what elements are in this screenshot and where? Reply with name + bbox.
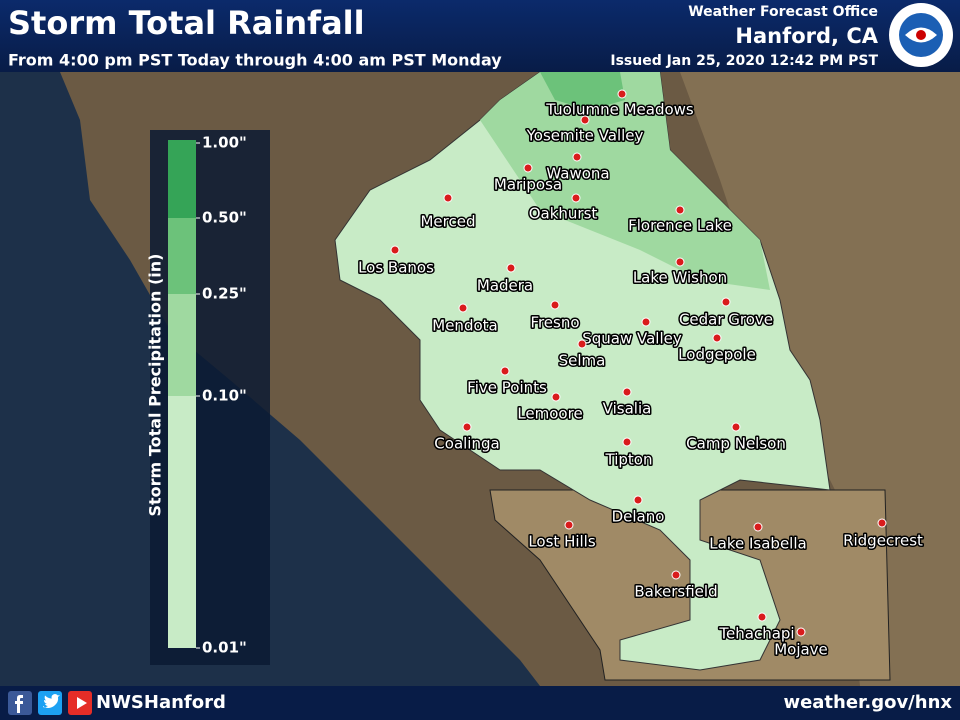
city-marker	[796, 627, 806, 637]
city-label: Cedar Grove	[679, 311, 773, 329]
city-label: Lodgepole	[678, 346, 756, 364]
city-marker	[390, 245, 400, 255]
city-marker	[443, 193, 453, 203]
city-label: Mariposa	[494, 176, 562, 194]
city-label: Lemoore	[517, 405, 582, 423]
legend-band	[168, 143, 196, 218]
legend: 1.00" 0.50" 0.25" 0.10" 0.01"	[168, 134, 247, 657]
city-marker	[550, 300, 560, 310]
city-marker	[633, 495, 643, 505]
legend-tick-label: 0.10"	[202, 387, 247, 405]
city-marker	[671, 570, 681, 580]
desert	[680, 72, 960, 686]
city-label: Madera	[477, 277, 533, 295]
city-label: Visalia	[603, 400, 652, 418]
city-label: Lost Hills	[528, 533, 596, 551]
legend-band	[168, 294, 196, 396]
legend-band	[168, 218, 196, 294]
ocean	[0, 72, 540, 686]
city-marker	[641, 317, 651, 327]
city-marker	[721, 297, 731, 307]
issued: Issued Jan 25, 2020 12:42 PM PST	[610, 53, 878, 69]
city-label: Fresno	[530, 314, 579, 332]
legend-tick-label: 1.00"	[202, 134, 247, 152]
city-label: Lake Wishon	[633, 269, 727, 287]
city-marker	[622, 387, 632, 397]
location: Hanford, CA	[735, 24, 878, 48]
city-marker	[462, 422, 472, 432]
city-label: Oakhurst	[529, 205, 598, 223]
footer-handle: NWSHanford	[96, 692, 226, 713]
cities: Tuolumne Meadows Yosemite Valley MariposaW…	[357, 89, 925, 660]
footer-url: weather.gov/hnx	[783, 692, 952, 713]
nws-logo	[889, 3, 953, 67]
city-label: Mojave	[774, 641, 828, 659]
legend-tick-label: 0.50"	[202, 209, 247, 227]
city-marker	[617, 89, 627, 99]
legend-tick-label: 0.25"	[202, 285, 247, 303]
city-label: Yosemite Valley	[526, 127, 644, 145]
city-label: Merced	[420, 213, 475, 231]
city-label: Bakersfield	[634, 583, 717, 601]
legend-title: Storm Total Precipitation (in)	[146, 254, 165, 517]
city-marker	[572, 152, 582, 162]
rain-area-heavy	[540, 72, 625, 110]
city-label: Ridgecrest	[843, 532, 923, 550]
city-marker	[577, 339, 587, 349]
city-label: Selma	[559, 352, 606, 370]
city-marker	[580, 115, 590, 125]
city-label: Tipton	[605, 451, 653, 469]
footer-bar	[0, 686, 960, 720]
city-label: Squaw Valley	[582, 330, 682, 348]
city-marker	[523, 163, 533, 173]
city-label: Florence Lake	[628, 217, 732, 235]
city-label: Coalinga	[434, 435, 499, 453]
city-marker	[458, 303, 468, 313]
city-marker	[757, 612, 767, 622]
city-label: Five Points	[467, 379, 547, 397]
city-marker	[675, 205, 685, 215]
city-label: Tuolumne Meadows	[545, 101, 694, 119]
city-label: Wawona	[546, 165, 609, 183]
city-marker	[564, 520, 574, 530]
city-marker	[877, 518, 887, 528]
social-icons[interactable]	[8, 691, 92, 715]
city-marker	[753, 522, 763, 532]
city-marker	[500, 366, 510, 376]
city-label: Tehachapi	[718, 625, 794, 643]
city-marker	[506, 263, 516, 273]
office: Weather Forecast Office	[688, 4, 878, 20]
rain-area-mid	[480, 72, 770, 290]
city-label: Lake Isabella	[709, 535, 806, 553]
title: Storm Total Rainfall	[8, 4, 365, 42]
city-marker	[731, 422, 741, 432]
legend-tick-label: 0.01"	[202, 639, 247, 657]
city-marker	[622, 437, 632, 447]
city-label: Camp Nelson	[686, 435, 786, 453]
header-bar	[0, 0, 960, 72]
city-label: Los Banos	[358, 259, 434, 277]
legend-band	[168, 396, 196, 648]
city-marker	[571, 193, 581, 203]
city-label: Delano	[612, 508, 665, 526]
city-marker	[712, 333, 722, 343]
city-marker	[675, 257, 685, 267]
city-label: Mendota	[432, 317, 497, 335]
city-marker	[551, 392, 561, 402]
subtitle: From 4:00 pm PST Today through 4:00 am P…	[8, 51, 502, 70]
legend-band	[168, 140, 196, 143]
